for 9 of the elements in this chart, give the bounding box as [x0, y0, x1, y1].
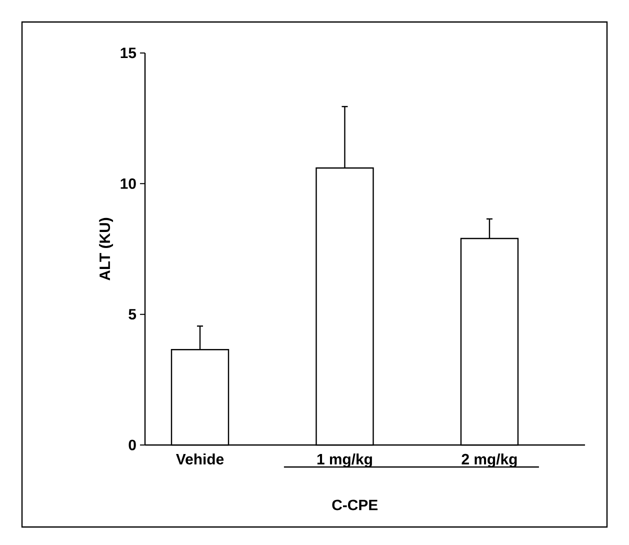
text: C-CPE [332, 500, 378, 510]
x-tick-label: Vehide [176, 454, 224, 464]
x-tick-label: 2 mg/kg [462, 454, 517, 468]
y-tick-label: 10 [120, 178, 136, 189]
y-tick-label: 0 [128, 440, 136, 450]
y-tick-label: 5 [128, 309, 136, 320]
x-tick-label: 1 mg/kg [317, 454, 372, 468]
y-tick-label: 15 [120, 48, 136, 58]
y-axis-title: ALT (KU) [99, 218, 114, 280]
